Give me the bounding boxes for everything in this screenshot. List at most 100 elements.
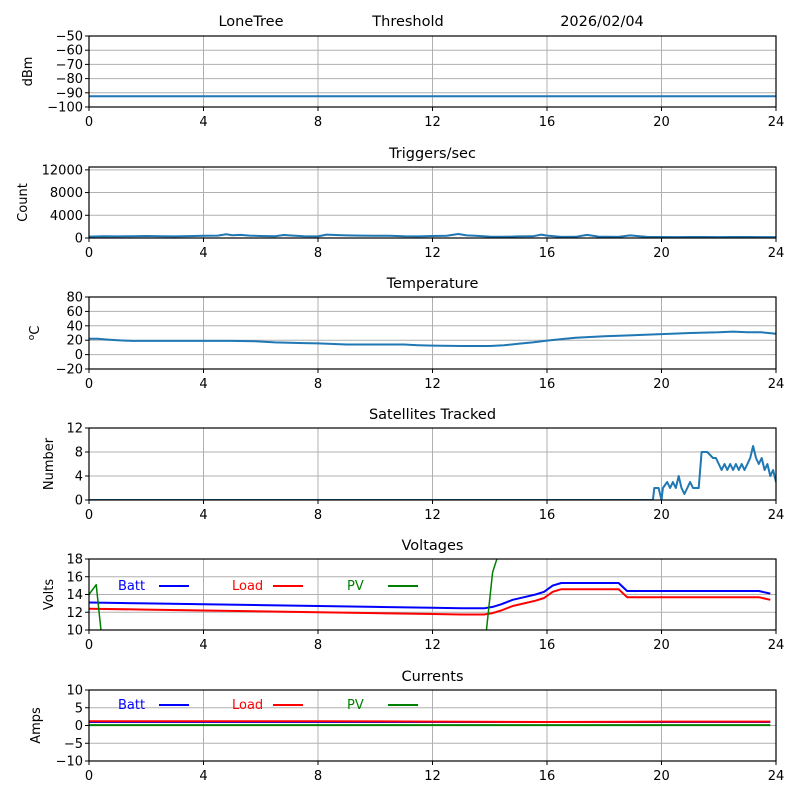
chart-satellites: 0 4 8 12 16 20 24 0 4 8 12 Satellites Tracked Number	[42, 407, 784, 523]
header-date: 2026/02/04	[560, 14, 644, 30]
ytick-label: 8	[75, 446, 83, 461]
xtick-label: 12	[424, 377, 441, 392]
header-mode: Threshold	[371, 14, 443, 30]
xtick-label: 12	[424, 246, 441, 261]
series-currents-load	[89, 720, 771, 723]
xtick-label: 0	[85, 377, 93, 392]
series-voltages-batt	[89, 582, 771, 610]
xtick-label: 0	[85, 115, 93, 130]
ytick-label: 16	[66, 570, 83, 585]
ytick-label: 4000	[50, 209, 83, 224]
ytick-label: 0	[75, 348, 83, 363]
ytick-label: 18	[66, 553, 83, 568]
ytick-label: 80	[66, 291, 83, 306]
ytick-label: 5	[75, 701, 83, 716]
y-axis-label: Number	[42, 437, 57, 490]
series-voltages-pv	[89, 583, 102, 630]
ytick-label: 0	[75, 719, 83, 734]
ytick-label: 20	[66, 334, 83, 349]
xtick-label: 4	[199, 377, 207, 392]
xtick-label: 24	[768, 115, 785, 130]
series-temperature-temperature	[89, 330, 776, 347]
legend-label-load: Load	[232, 579, 263, 594]
ytick-label: 40	[66, 319, 83, 334]
series-triggers-triggers	[89, 233, 776, 238]
xtick-label: 20	[653, 115, 670, 130]
ytick-label: 10	[66, 684, 83, 699]
legend-label-load: Load	[232, 698, 263, 713]
xtick-label: 16	[539, 508, 556, 523]
ytick-label: −5	[64, 737, 83, 752]
ytick-label: −10	[56, 755, 83, 770]
ytick-label: 10	[66, 624, 83, 639]
ytick-label: 12000	[42, 163, 83, 178]
ytick-label: −50	[56, 30, 83, 45]
y-axis-label: dBm	[21, 57, 36, 87]
xtick-label: 24	[768, 246, 785, 261]
xtick-label: 8	[314, 508, 322, 523]
xtick-label: 0	[85, 769, 93, 784]
ytick-label: 12	[66, 606, 83, 621]
ytick-label: 4	[75, 470, 83, 485]
xtick-label: 24	[768, 508, 785, 523]
xtick-label: 12	[424, 508, 441, 523]
xtick-label: 8	[314, 115, 322, 130]
xtick-label: 4	[199, 246, 207, 261]
chart-currents: Batt Load PV 0 4 8 12 16 20 24 −10 −5 0 5 10 Currents Am…	[29, 669, 784, 784]
chart-title: Currents	[401, 669, 463, 685]
xtick-label: 4	[199, 115, 207, 130]
xtick-label: 8	[314, 638, 322, 653]
chart-signal: 0 4 8 12 16 20 24 −100−90−80−70−60−50 dBm	[21, 30, 784, 131]
chart-voltages: Batt Load PV 0 4 8 12 16 20 24 10 12 14 16 18 Voltages V…	[42, 538, 784, 653]
ytick-label: −60	[56, 44, 83, 59]
ytick-label: 0	[75, 494, 83, 509]
xtick-label: 16	[539, 377, 556, 392]
ytick-label: −70	[56, 58, 83, 73]
ytick-label: −20	[56, 363, 83, 378]
ytick-label: 14	[66, 588, 83, 603]
xtick-label: 20	[653, 246, 670, 261]
xtick-label: 4	[199, 638, 207, 653]
xtick-label: 16	[539, 246, 556, 261]
y-axis-label: Volts	[42, 579, 57, 611]
xtick-label: 0	[85, 508, 93, 523]
xtick-label: 4	[199, 508, 207, 523]
y-axis-label: Count	[16, 183, 31, 222]
header-station: LoneTree	[218, 14, 283, 30]
legend-label-pv: PV	[347, 579, 364, 594]
xtick-label: 24	[768, 638, 785, 653]
xtick-label: 4	[199, 769, 207, 784]
xtick-label: 20	[653, 508, 670, 523]
xtick-label: 8	[314, 246, 322, 261]
series-satellites-satellites	[89, 445, 776, 500]
xtick-label: 16	[539, 638, 556, 653]
ytick-label: −100	[47, 101, 83, 116]
series-voltages-pv	[485, 559, 498, 630]
chart-triggers: 0 4 8 12 16 20 24 0 4000 8000 12000 Triggers/sec Cou…	[16, 146, 784, 261]
xtick-label: 20	[653, 638, 670, 653]
ytick-label: 0	[75, 232, 83, 247]
chart-title: Satellites Tracked	[369, 407, 496, 423]
xtick-label: 8	[314, 769, 322, 784]
y-axis-label: oC	[27, 326, 43, 341]
ytick-label: 8000	[50, 186, 83, 201]
ytick-label: 12	[66, 422, 83, 437]
xtick-label: 20	[653, 769, 670, 784]
xtick-label: 16	[539, 769, 556, 784]
xtick-label: 0	[85, 638, 93, 653]
xtick-label: 20	[653, 377, 670, 392]
ytick-label: 60	[66, 305, 83, 320]
y-axis-label: Amps	[29, 707, 44, 744]
xtick-label: 0	[85, 246, 93, 261]
xtick-label: 24	[768, 769, 785, 784]
xtick-label: 12	[424, 638, 441, 653]
series-voltages-load	[89, 588, 771, 616]
chart-title: Voltages	[402, 538, 464, 554]
xtick-label: 12	[424, 115, 441, 130]
xtick-label: 16	[539, 115, 556, 130]
ytick-label: −80	[56, 72, 83, 87]
xtick-label: 12	[424, 769, 441, 784]
chart-title: Triggers/sec	[388, 146, 476, 162]
ytick-label: −90	[56, 86, 83, 101]
